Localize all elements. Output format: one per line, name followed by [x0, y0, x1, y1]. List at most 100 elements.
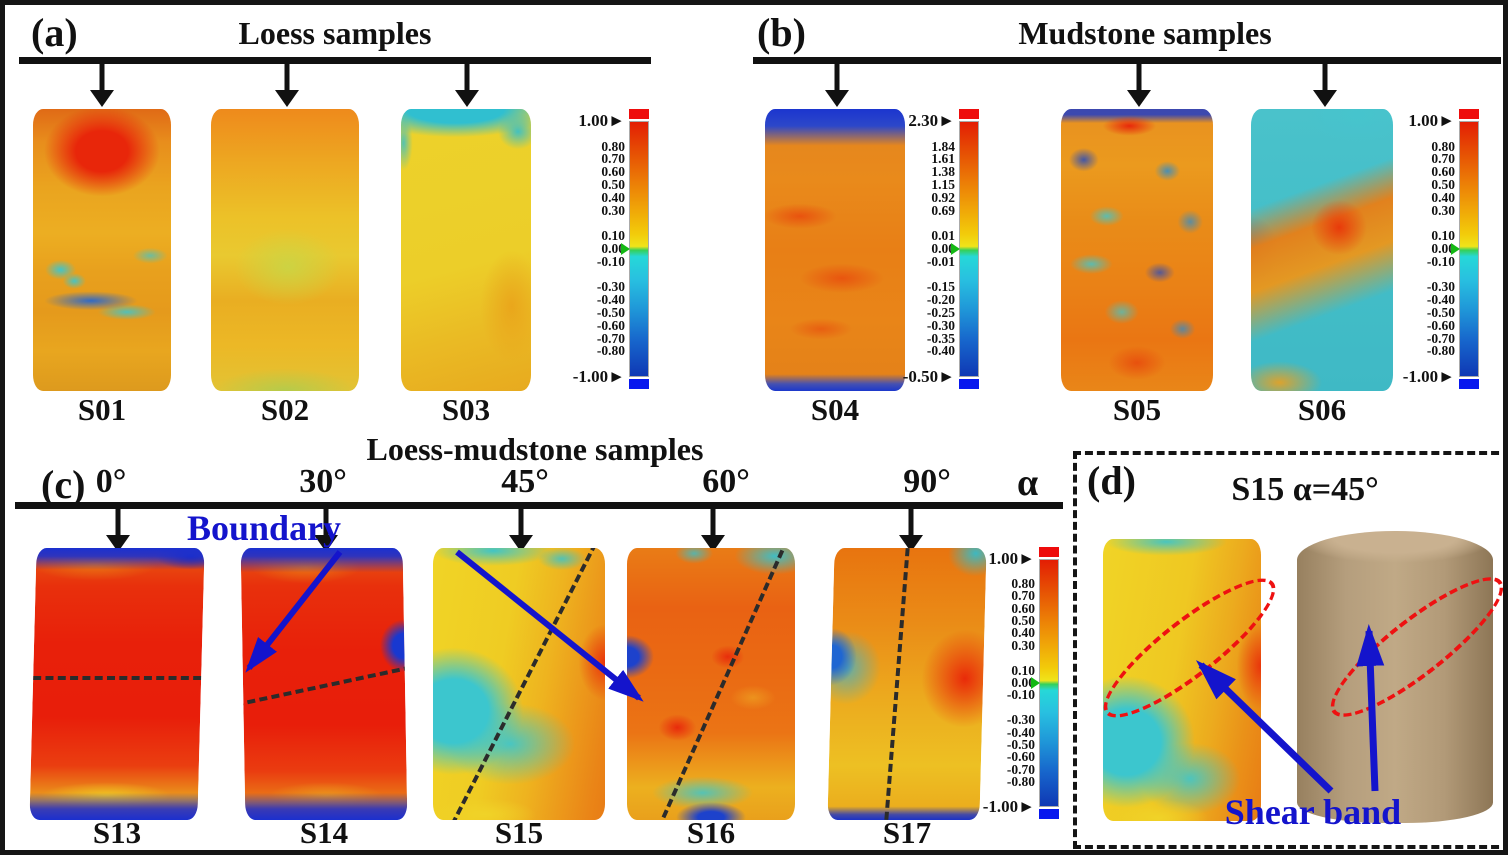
panel-b-header-bar	[753, 57, 1501, 64]
colorbar-tick-1.84: 1.84	[931, 138, 955, 154]
sample-label-s13: S13	[92, 815, 142, 850]
colorbar-tick--0.20: -0.20	[926, 292, 955, 308]
colorbar-zero-marker-icon	[1451, 243, 1460, 255]
colorbar-tick--0.80: -0.80	[1426, 343, 1455, 359]
colorbar-gradient	[951, 121, 979, 377]
sample-scan-s03	[401, 109, 531, 391]
colorbar-tick-labels: 1.00► 0.80 0.70 0.60 0.50 0.40 0.30 0.10 0.00 -0.…	[571, 111, 627, 386]
colorbar-cap-min	[1039, 809, 1059, 819]
sample-scan-s02	[211, 109, 359, 391]
sample-scan-s15	[433, 548, 605, 820]
colorbar-tick-0.50: 0.50	[1431, 177, 1455, 192]
colorbar-zero-marker-icon	[1031, 677, 1040, 689]
colorbar-tick-labels: 2.30► 1.84 1.61 1.38 1.15 0.92 0.69 0.01 0.00 -0.…	[901, 111, 957, 386]
colorbar-tick-0.00: 0.00	[1011, 675, 1035, 690]
colorbar-gradient	[621, 121, 649, 377]
colorbar-tick--0.50: -0.50	[1426, 305, 1455, 320]
colorbar-tick--0.40: -0.40	[926, 343, 955, 359]
colorbar-tick-0.10: 0.10	[1431, 228, 1455, 244]
colorbar-tick--0.40: -0.40	[596, 292, 625, 308]
colorbar-tick--1.00: -1.00►	[982, 797, 1035, 816]
panel-d-title: S15 α=45°	[1231, 471, 1379, 508]
colorbar-zero-marker-icon	[621, 243, 630, 255]
sample-label-s15: S15	[494, 815, 544, 850]
sample-label-s04: S04	[810, 392, 860, 427]
colorbar-rail	[621, 109, 649, 389]
panel-b-letter: (b)	[757, 10, 806, 55]
down-arrow-icon	[105, 509, 131, 553]
down-arrow-icon	[824, 64, 850, 108]
angle-label-45: 45°	[501, 463, 549, 500]
shear-band-annotation: Shear band	[1224, 792, 1402, 832]
colorbar-cap-max	[959, 109, 979, 119]
colorbar-tick-labels: 1.00► 0.80 0.70 0.60 0.50 0.40 0.30 0.10 0.00 -0.…	[981, 549, 1037, 816]
colorbar-tick--0.30: -0.30	[1426, 279, 1455, 295]
panel-d-dashed-box	[1073, 451, 1503, 849]
colorbar-tick-0.40: 0.40	[1011, 625, 1035, 641]
colorbar-tick--0.60: -0.60	[1006, 749, 1035, 765]
boundary-dashed-line	[657, 548, 790, 820]
colorbar-tick--1.00: -1.00►	[572, 367, 625, 386]
colorbar-tick-0.10: 0.10	[601, 228, 625, 244]
boundary-dashed-line	[884, 548, 910, 820]
colorbar-tick-0.80: 0.80	[1431, 138, 1455, 154]
colorbar-tick-0.00: 0.00	[601, 241, 625, 256]
sample-label-s06: S06	[1297, 392, 1347, 427]
angle-label-0: 0°	[95, 463, 127, 500]
colorbar-tick-0.70: 0.70	[1431, 151, 1455, 167]
sample-scan-s01	[33, 109, 171, 391]
colorbar-gradient	[1451, 121, 1479, 377]
colorbar-tick-0.30: 0.30	[601, 202, 625, 218]
colorbar-rail	[951, 109, 979, 389]
boundary-dashed-line	[240, 665, 408, 707]
colorbar-tick-0.50: 0.50	[1011, 613, 1035, 628]
panel-b-title: Mudstone samples	[1018, 15, 1272, 51]
colorbar-tick-0.10: 0.10	[1011, 662, 1035, 678]
colorbar-tick--0.60: -0.60	[1426, 317, 1455, 333]
colorbar-tick--0.50: -0.50	[596, 305, 625, 320]
sample-scan-s06	[1251, 109, 1393, 391]
sample-label-s17: S17	[882, 815, 932, 850]
colorbar-tick--0.40: -0.40	[1426, 292, 1455, 308]
colorbar-panel-b-mudstone: 2.30► 1.84 1.61 1.38 1.15 0.92 0.69 0.01 0.00 -0.…	[901, 109, 991, 389]
boundary-dashed-line	[451, 548, 598, 820]
colorbar-tick--0.70: -0.70	[1006, 761, 1035, 777]
colorbar-tick-0.60: 0.60	[601, 164, 625, 180]
colorbar-tick--0.60: -0.60	[596, 317, 625, 333]
colorbar-tick--0.25: -0.25	[926, 305, 955, 320]
colorbar-tick-1.15: 1.15	[931, 177, 955, 192]
colorbar-zero-marker-icon	[951, 243, 960, 255]
colorbar-tick--0.10: -0.10	[596, 253, 625, 269]
colorbar-tick-0.40: 0.40	[1431, 189, 1455, 205]
colorbar-cap-min	[1459, 379, 1479, 389]
down-arrow-icon	[898, 509, 924, 553]
colorbar-tick-0.00: 0.00	[931, 241, 955, 256]
down-arrow-icon	[274, 64, 300, 108]
colorbar-tick--0.10: -0.10	[1426, 253, 1455, 269]
colorbar-tick-1.00: 1.00►	[988, 549, 1035, 568]
colorbar-rail	[1451, 109, 1479, 389]
panel-c-letter: (c)	[41, 462, 86, 507]
colorbar-tick-0.30: 0.30	[1011, 637, 1035, 653]
colorbar-tick--0.30: -0.30	[926, 317, 955, 333]
colorbar-tick--0.01: -0.01	[926, 253, 955, 269]
colorbar-tick--0.70: -0.70	[1426, 330, 1455, 346]
sample-scan-s16	[627, 548, 795, 820]
colorbar-tick-0.50: 0.50	[601, 177, 625, 192]
colorbar-tick-0.60: 0.60	[1431, 164, 1455, 180]
colorbar-tick-0.70: 0.70	[1011, 588, 1035, 604]
colorbar-cap-max	[1039, 547, 1059, 557]
colorbar-tick--0.35: -0.35	[926, 330, 955, 346]
colorbar-tick--0.30: -0.30	[1006, 712, 1035, 728]
colorbar-tick--0.15: -0.15	[926, 279, 955, 295]
panel-c-title: Loess-mudstone samples	[366, 431, 704, 467]
colorbar-tick-0.01: 0.01	[931, 228, 955, 244]
colorbar-rail	[1031, 547, 1059, 819]
colorbar-tick-0.92: 0.92	[931, 189, 955, 205]
colorbar-tick-1.61: 1.61	[931, 151, 955, 167]
sample-scan-s13	[29, 548, 205, 820]
colorbar-cap-min	[629, 379, 649, 389]
colorbar-tick-0.70: 0.70	[601, 151, 625, 167]
colorbar-tick--0.80: -0.80	[1006, 774, 1035, 790]
